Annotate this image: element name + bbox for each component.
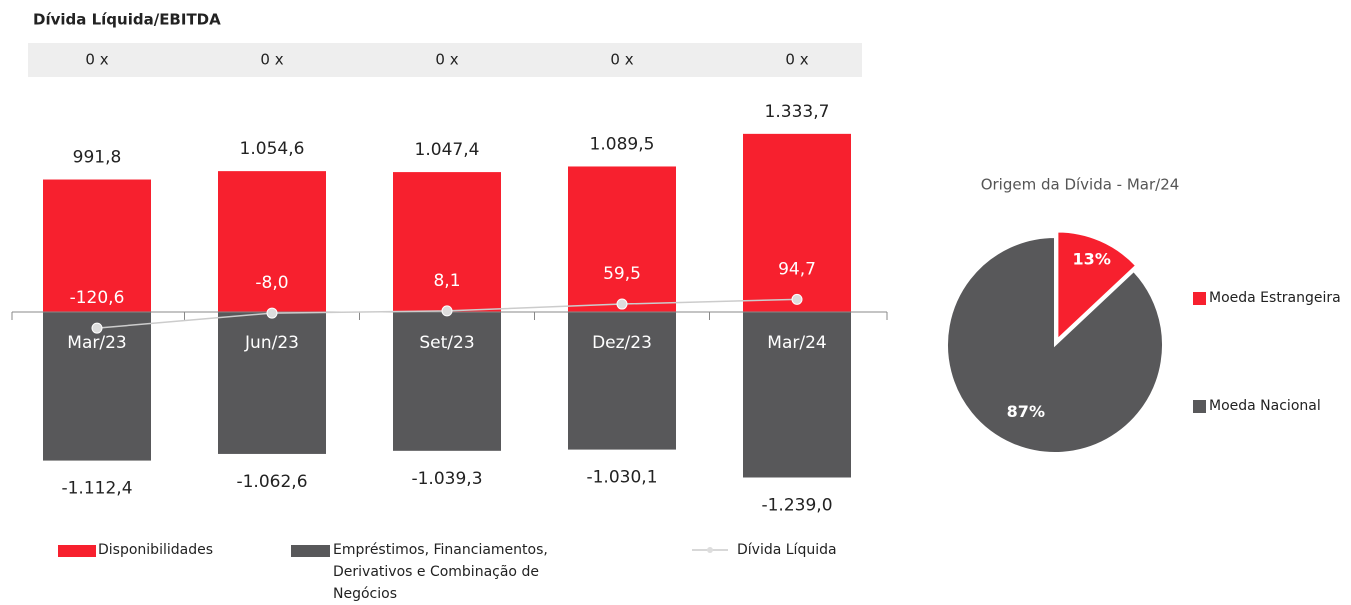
- value-label: 13%: [1073, 250, 1111, 269]
- value-label: -1.062,6: [236, 472, 307, 492]
- legend-swatch: [707, 547, 713, 553]
- value-label: 87%: [1007, 402, 1045, 421]
- legend-label: Moeda Nacional: [1209, 398, 1321, 414]
- chart: Dívida Líquida/EBITDA Origem da Dívida -…: [11, 11, 1206, 557]
- legend-swatch: [291, 545, 330, 557]
- bar: [393, 312, 501, 451]
- bar: [743, 312, 851, 478]
- bar: [568, 312, 676, 450]
- line-marker: [616, 298, 628, 310]
- value-label: -1.039,3: [411, 469, 482, 489]
- line-marker: [266, 307, 278, 319]
- x-tick-label: Mar/23: [67, 333, 126, 353]
- value-label: -120,6: [70, 288, 125, 308]
- x-tick-label: Mar/24: [767, 333, 826, 353]
- value-label: 1.333,7: [765, 102, 830, 122]
- value-label: -1.030,1: [586, 468, 657, 488]
- line-marker: [91, 322, 103, 334]
- x-tick-label: Set/23: [419, 333, 474, 353]
- line-marker: [441, 305, 453, 317]
- legend-label: Moeda Estrangeira: [1209, 290, 1341, 306]
- legend-swatch: [58, 545, 96, 557]
- x-tick-label: Dez/23: [592, 333, 652, 353]
- line-marker: [791, 293, 803, 305]
- ratio-label: 0 x: [610, 51, 633, 69]
- value-label: -8,0: [255, 273, 288, 293]
- legend-label: Dívida Líquida: [737, 542, 837, 558]
- value-label: 59,5: [603, 264, 641, 284]
- legend-swatch: [1193, 400, 1206, 413]
- value-label: 1.054,6: [240, 139, 305, 159]
- x-tick-label: Jun/23: [244, 333, 299, 353]
- value-label: -1.112,4: [61, 479, 132, 499]
- value-label: 94,7: [778, 259, 816, 279]
- bar: [218, 312, 326, 454]
- value-label: 8,1: [433, 271, 460, 291]
- ratio-label: 0 x: [785, 51, 808, 69]
- bar: [43, 312, 151, 461]
- pie-title: Origem da Dívida - Mar/24: [981, 176, 1180, 194]
- chart-title: Dívida Líquida/EBITDA: [33, 11, 221, 29]
- ratio-band: [28, 43, 862, 77]
- bar: [43, 179, 151, 312]
- page: Dívida Líquida/EBITDA Origem da Dívida -…: [11, 10, 1341, 602]
- bar: [568, 166, 676, 312]
- value-label: 1.047,4: [415, 140, 480, 160]
- ratio-label: 0 x: [85, 51, 108, 69]
- bar: [393, 172, 501, 312]
- legend-label: Empréstimos, Financiamentos, Derivativos…: [333, 542, 548, 602]
- legend-label: Disponibilidades: [98, 542, 213, 558]
- pie-slice: [946, 235, 1164, 454]
- bar: [218, 171, 326, 312]
- pie-slice: [1056, 230, 1138, 342]
- value-label: 1.089,5: [590, 134, 655, 154]
- value-label: 991,8: [73, 148, 122, 168]
- ratio-label: 0 x: [435, 51, 458, 69]
- ratio-label: 0 x: [260, 51, 283, 69]
- value-label: -1.239,0: [761, 495, 832, 515]
- legend-swatch: [1193, 292, 1206, 305]
- bar: [743, 133, 851, 312]
